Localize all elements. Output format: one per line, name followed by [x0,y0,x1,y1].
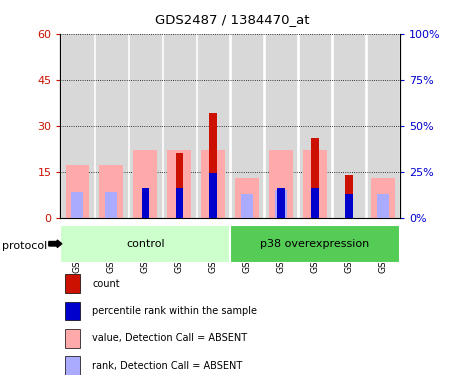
Bar [345,175,353,217]
Bar [230,225,400,262]
Bar [65,356,80,375]
Bar [62,34,93,218]
Bar [141,188,149,218]
Text: p38 overexpression: p38 overexpression [260,239,370,249]
Bar [96,34,126,218]
Bar [198,34,228,218]
Text: percentile rank within the sample: percentile rank within the sample [92,306,257,316]
Bar [275,190,287,217]
Bar [266,34,296,218]
Bar [209,173,217,217]
Text: GDS2487 / 1384470_at: GDS2487 / 1384470_at [155,13,310,26]
Bar [277,188,285,218]
Bar [65,274,80,293]
Bar [175,188,183,218]
Bar [311,138,319,218]
Text: count: count [92,279,120,289]
Text: protocol: protocol [2,241,47,250]
Bar [130,34,160,218]
Text: value, Detection Call = ABSENT: value, Detection Call = ABSENT [92,333,247,343]
Text: control: control [126,239,165,249]
Bar [334,34,364,218]
Bar [106,192,117,217]
Bar [269,150,293,217]
Bar [133,150,157,217]
Bar [345,194,353,217]
Bar [66,165,89,218]
Bar [300,34,330,218]
Bar [371,178,395,218]
Bar [232,34,262,218]
Bar [175,153,183,218]
Bar [235,178,259,218]
Bar [303,150,327,217]
Bar [100,165,123,218]
Text: rank, Detection Call = ABSENT: rank, Detection Call = ABSENT [92,360,243,370]
Bar [164,34,194,218]
Bar [311,188,319,218]
Bar [167,150,191,217]
Bar [65,329,80,348]
Bar [201,150,225,217]
Bar [65,302,80,320]
Bar [241,194,253,217]
Bar [60,225,230,262]
Bar [72,192,83,217]
Bar [377,194,389,217]
Bar [209,113,217,218]
Bar [368,34,398,218]
